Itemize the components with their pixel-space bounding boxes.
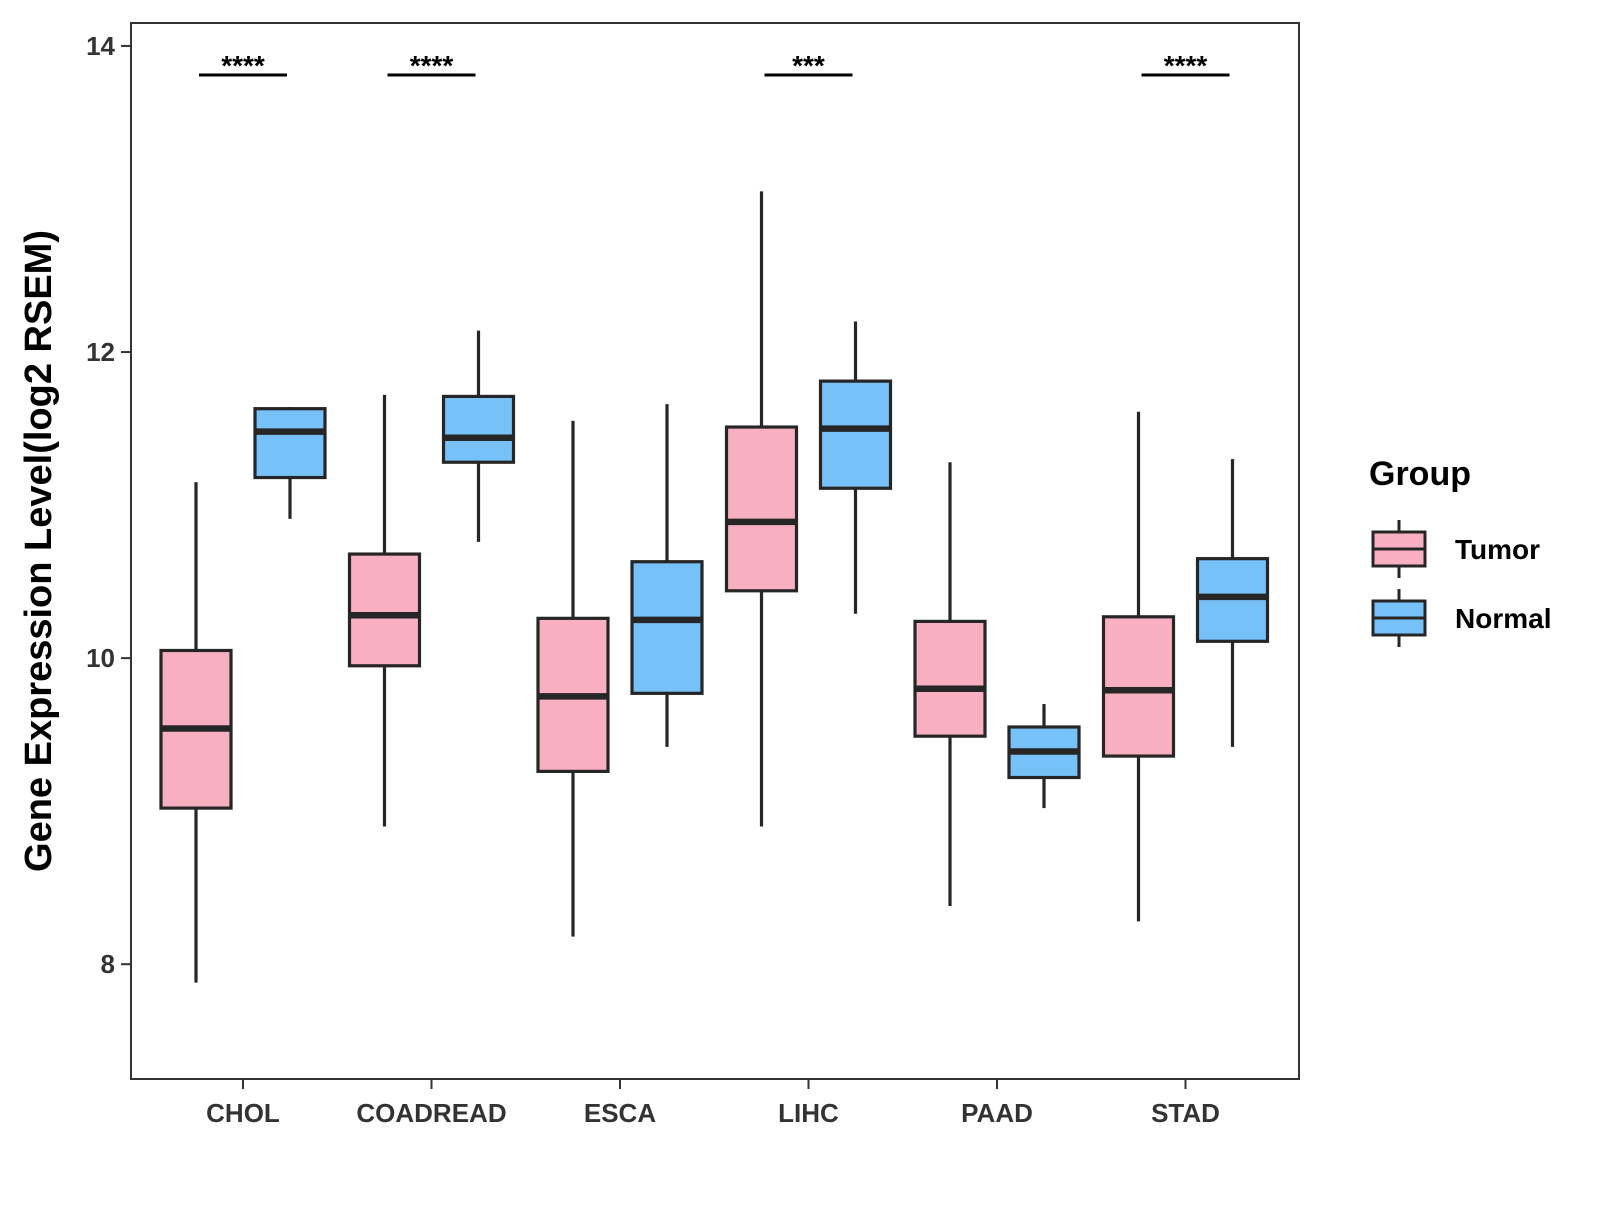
significance-label-coadread: **** xyxy=(410,50,454,81)
y-tick-label: 12 xyxy=(86,337,115,367)
legend-label-normal: Normal xyxy=(1455,603,1551,634)
significance-label-lihc: *** xyxy=(792,50,825,81)
x-tick-label: LIHC xyxy=(778,1098,839,1128)
box-normal-coadread xyxy=(441,394,516,464)
legend-label-tumor: Tumor xyxy=(1455,534,1540,565)
box-tumor-stad xyxy=(1101,615,1176,758)
box-tumor-lihc xyxy=(724,425,799,593)
box-normal-lihc xyxy=(818,379,893,490)
box-tumor-paad xyxy=(913,619,987,738)
legend-title: Group xyxy=(1369,455,1471,493)
box-normal-chol xyxy=(253,407,327,480)
plot-panel-border xyxy=(130,22,1300,1080)
significance-label-chol: **** xyxy=(221,50,265,81)
y-tick-label: 10 xyxy=(86,643,115,673)
box-tumor-coadread xyxy=(347,552,422,668)
x-tick-label: STAD xyxy=(1151,1098,1220,1128)
x-tick-label: PAAD xyxy=(961,1098,1033,1128)
x-tick-label: COADREAD xyxy=(356,1098,506,1128)
significance-label-stad: **** xyxy=(1164,50,1208,81)
x-tick-label: CHOL xyxy=(206,1098,280,1128)
y-tick-label: 8 xyxy=(101,949,115,979)
y-axis-title: Gene Expression Level(log2 RSEM) xyxy=(18,230,60,872)
y-tick-label: 14 xyxy=(86,31,115,61)
x-tick-label: ESCA xyxy=(584,1098,656,1128)
box-normal-esca xyxy=(630,560,704,695)
